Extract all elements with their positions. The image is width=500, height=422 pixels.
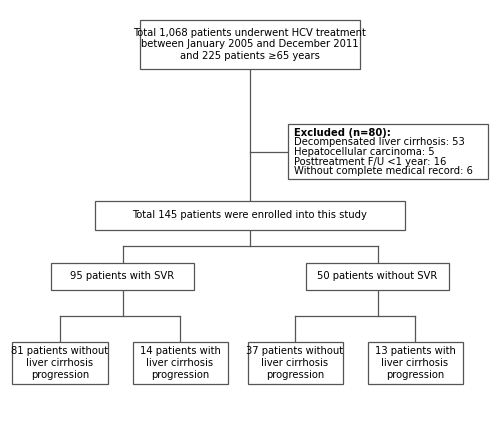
- FancyBboxPatch shape: [248, 342, 342, 384]
- Text: 13 patients with
liver cirrhosis
progression: 13 patients with liver cirrhosis progres…: [374, 346, 456, 379]
- Text: 50 patients without SVR: 50 patients without SVR: [318, 271, 438, 281]
- FancyBboxPatch shape: [306, 262, 449, 290]
- Text: Decompensated liver cirrhosis: 53: Decompensated liver cirrhosis: 53: [294, 137, 464, 147]
- Text: Without complete medical record: 6: Without complete medical record: 6: [294, 166, 472, 176]
- Text: Excluded (n=80):: Excluded (n=80):: [294, 127, 390, 138]
- Text: 14 patients with
liver cirrhosis
progression: 14 patients with liver cirrhosis progres…: [140, 346, 220, 379]
- FancyBboxPatch shape: [368, 342, 462, 384]
- FancyBboxPatch shape: [52, 262, 194, 290]
- Text: 37 patients without
liver cirrhosis
progression: 37 patients without liver cirrhosis prog…: [246, 346, 344, 379]
- Text: Hepatocellular carcinoma: 5: Hepatocellular carcinoma: 5: [294, 147, 434, 157]
- FancyBboxPatch shape: [288, 124, 488, 179]
- FancyBboxPatch shape: [12, 342, 108, 384]
- FancyBboxPatch shape: [140, 20, 360, 68]
- Text: 95 patients with SVR: 95 patients with SVR: [70, 271, 174, 281]
- FancyBboxPatch shape: [95, 201, 405, 230]
- Text: Total 145 patients were enrolled into this study: Total 145 patients were enrolled into th…: [132, 210, 368, 220]
- Text: Posttreatment F/U <1 year: 16: Posttreatment F/U <1 year: 16: [294, 157, 446, 167]
- Text: 81 patients without
liver cirrhosis
progression: 81 patients without liver cirrhosis prog…: [12, 346, 108, 379]
- Text: Total 1,068 patients underwent HCV treatment
between January 2005 and December 2: Total 1,068 patients underwent HCV treat…: [134, 28, 366, 61]
- FancyBboxPatch shape: [132, 342, 228, 384]
